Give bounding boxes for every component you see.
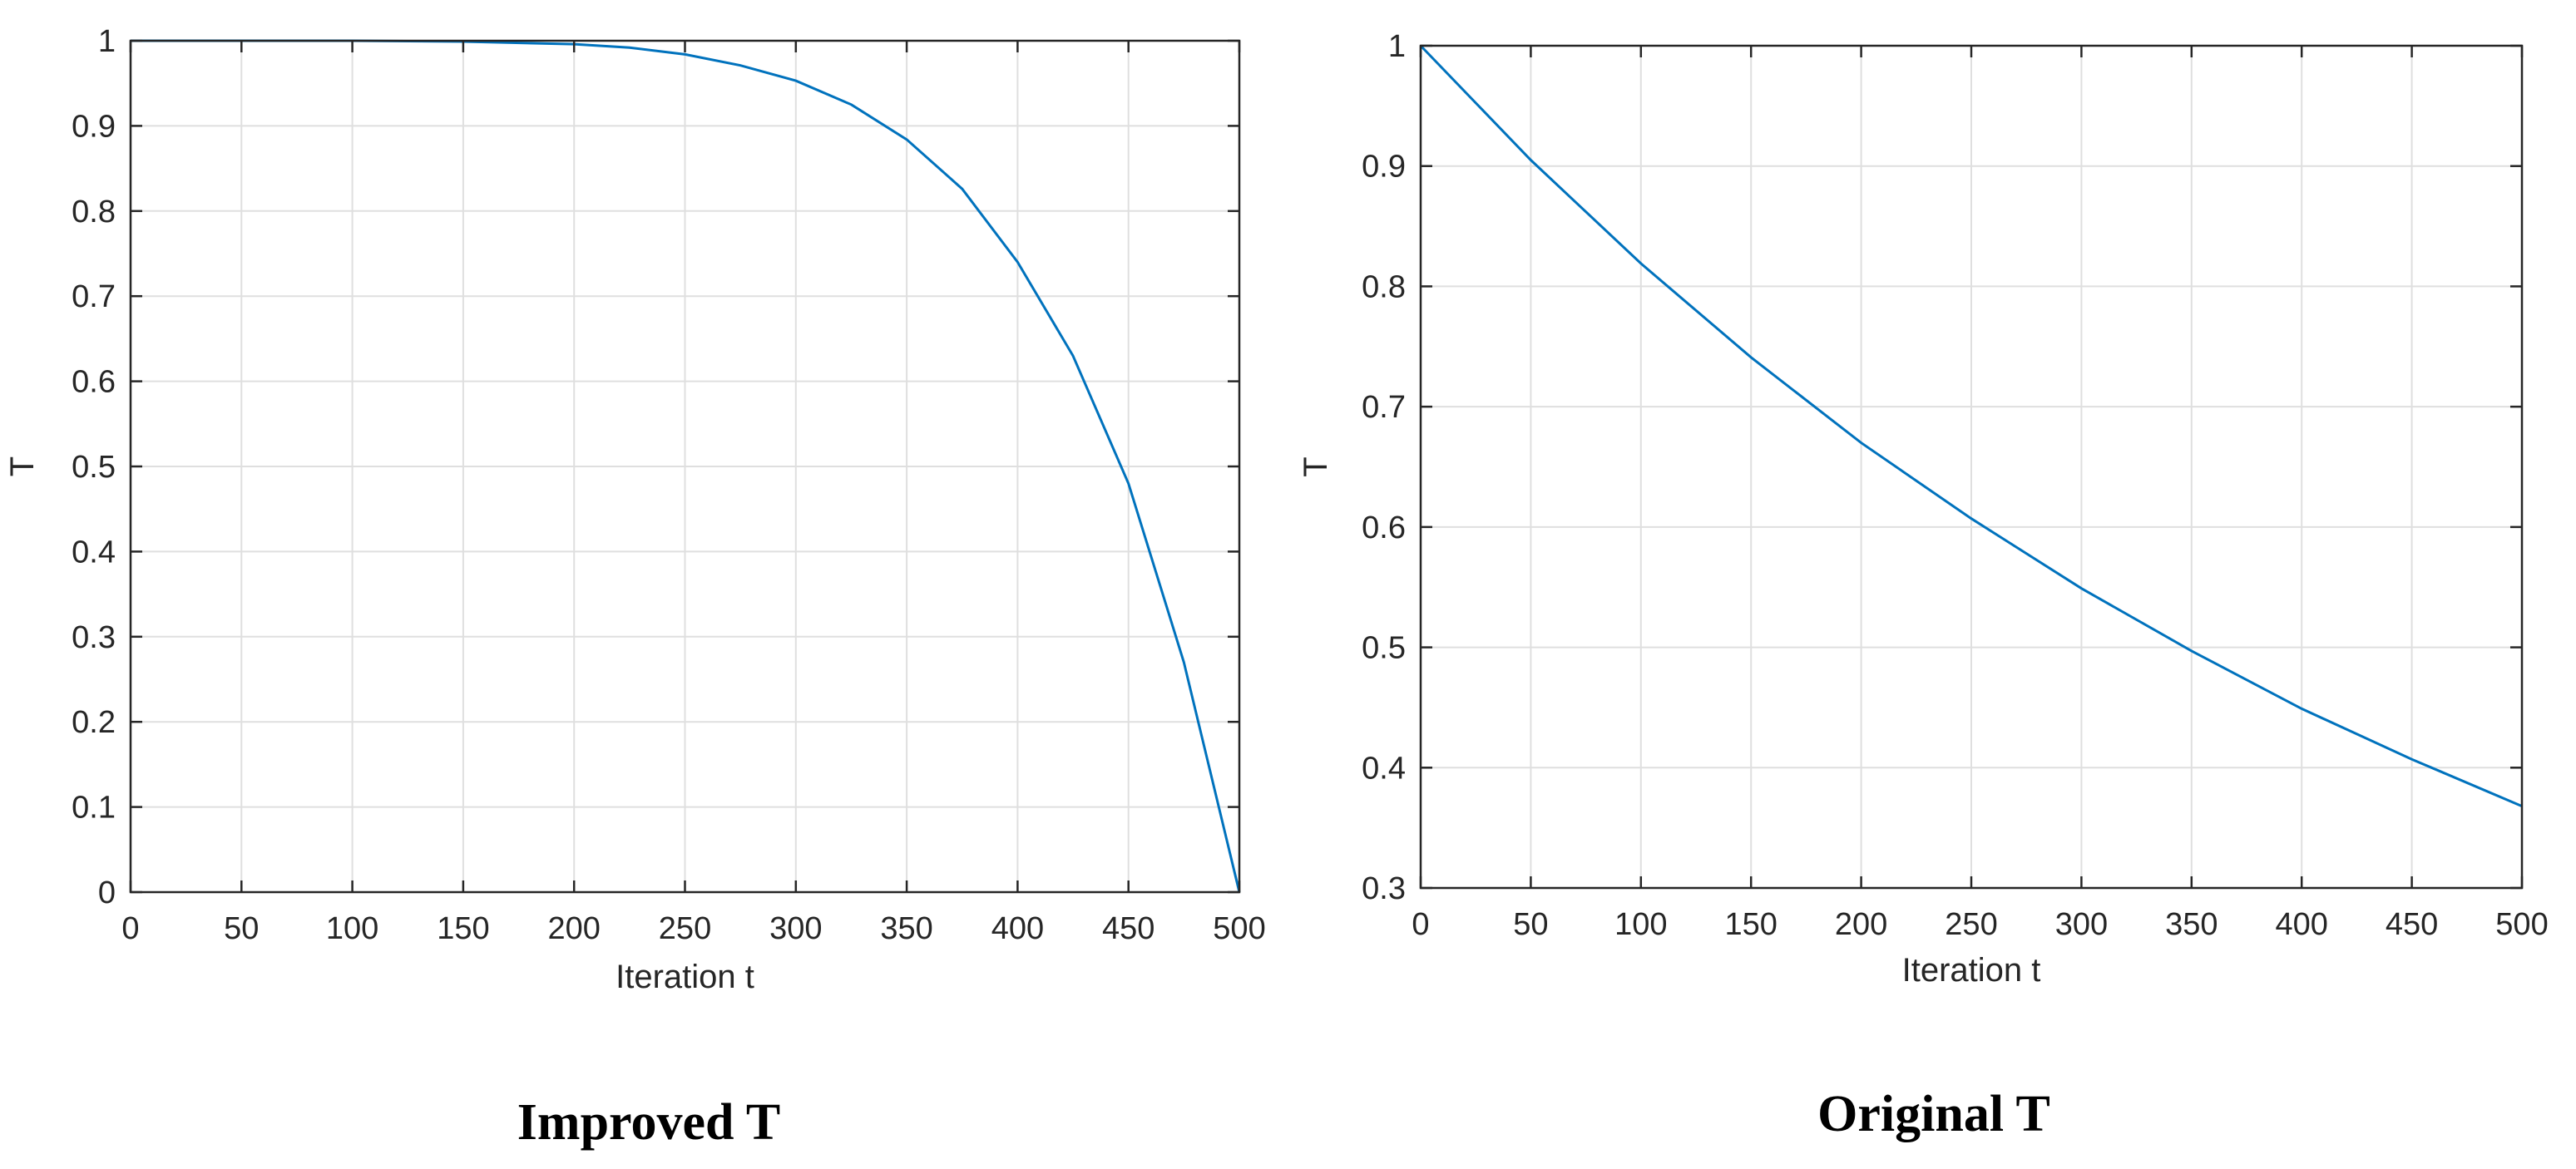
- x-tick-label: 450: [1102, 911, 1155, 946]
- y-tick-label: 0.8: [72, 195, 116, 229]
- x-tick-label: 0: [1412, 907, 1429, 942]
- y-tick-label: 1: [1388, 29, 1406, 64]
- y-axis-label: T: [4, 456, 41, 476]
- x-tick-label: 200: [547, 911, 600, 946]
- x-tick-label: 300: [769, 911, 822, 946]
- x-tick-label: 0: [121, 911, 139, 946]
- x-tick-label: 250: [1945, 907, 1997, 942]
- y-tick-label: 0: [98, 876, 116, 910]
- x-tick-label: 400: [991, 911, 1044, 946]
- x-tick-label: 150: [437, 911, 489, 946]
- y-tick-label: 0.6: [72, 365, 116, 400]
- x-tick-label: 500: [2495, 907, 2548, 942]
- x-tick-label: 50: [224, 911, 259, 946]
- y-tick-label: 0.3: [72, 620, 116, 655]
- improved-t-caption: Improved T: [517, 1094, 780, 1151]
- x-tick-label: 400: [2275, 907, 2327, 942]
- y-tick-label: 0.9: [72, 109, 116, 144]
- x-tick-label: 250: [659, 911, 711, 946]
- y-tick-label: 0.1: [72, 791, 116, 826]
- x-tick-label: 300: [2055, 907, 2108, 942]
- y-axis-label: T: [1298, 456, 1334, 476]
- x-tick-label: 150: [1724, 907, 1777, 942]
- x-tick-label: 100: [1614, 907, 1667, 942]
- x-tick-label: 350: [2165, 907, 2218, 942]
- y-tick-label: 0.5: [1362, 631, 1406, 666]
- y-tick-label: 0.9: [1362, 150, 1406, 185]
- x-axis-label: Iteration t: [616, 959, 754, 995]
- y-tick-label: 0.5: [72, 450, 116, 485]
- y-tick-label: 0.7: [72, 279, 116, 314]
- original-t-panel: 0 50 100 150 200 250 300 350 400 450 500 0.3 0.4 0.5 0…: [1298, 29, 2549, 989]
- y-tick-label: 0.3: [1362, 871, 1406, 906]
- y-tick-label: 0.4: [72, 535, 116, 570]
- x-tick-label: 50: [1513, 907, 1548, 942]
- y-tick-label: 0.2: [72, 705, 116, 740]
- y-tick-label: 0.6: [1362, 511, 1406, 545]
- x-axis-label: Iteration t: [1902, 952, 2041, 989]
- y-tick-label: 0.4: [1362, 751, 1406, 786]
- series-line: [1419, 44, 2523, 807]
- y-tick-label: 1: [98, 24, 116, 59]
- improved-t-panel: 0 50 100 150 200 250 300 350 400 450 500 0 0.1 0.2 0.3…: [4, 24, 1266, 995]
- y-tick-label: 0.8: [1362, 269, 1406, 304]
- x-tick-label: 200: [1835, 907, 1887, 942]
- x-tick-label: 500: [1213, 911, 1265, 946]
- x-tick-label: 350: [880, 911, 932, 946]
- original-t-caption: Original T: [1817, 1086, 2050, 1142]
- x-tick-label: 100: [326, 911, 378, 946]
- x-tick-label: 450: [2386, 907, 2438, 942]
- y-tick-label: 0.7: [1362, 390, 1406, 425]
